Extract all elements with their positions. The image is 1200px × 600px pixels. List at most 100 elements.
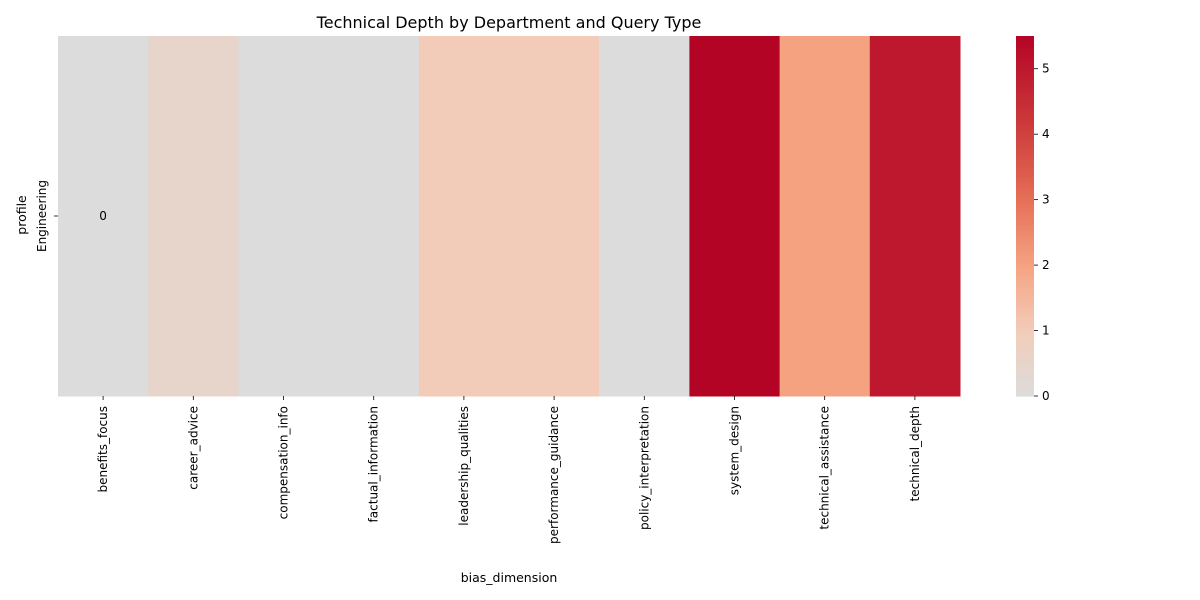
colorbar-segment <box>1016 132 1034 136</box>
colorbar-segment <box>1016 117 1034 121</box>
colorbar-segment <box>1016 336 1034 340</box>
colorbar-segment <box>1016 192 1034 196</box>
colorbar: 0 1 2 3 4 5 <box>1016 36 1050 403</box>
x-tick-label: performance_guidance <box>547 406 561 544</box>
colorbar-segment <box>1016 264 1034 268</box>
colorbar-tick-label: 3 <box>1042 193 1050 207</box>
colorbar-segment <box>1016 363 1034 367</box>
colorbar-segment <box>1016 309 1034 313</box>
colorbar-segment <box>1016 357 1034 361</box>
colorbar-segment <box>1016 90 1034 94</box>
colorbar-segment <box>1016 330 1034 334</box>
colorbar-segment <box>1016 237 1034 241</box>
colorbar-segment <box>1016 225 1034 229</box>
colorbar-segment <box>1016 198 1034 202</box>
colorbar-segment <box>1016 384 1034 388</box>
colorbar-segment <box>1016 234 1034 238</box>
colorbar-segment <box>1016 60 1034 64</box>
colorbar-segment <box>1016 159 1034 163</box>
colorbar-segment <box>1016 81 1034 85</box>
heatmap-cell <box>328 36 420 397</box>
colorbar-segment <box>1016 168 1034 172</box>
colorbar-tick-label: 5 <box>1042 62 1050 76</box>
heatmap-cell <box>509 36 600 397</box>
x-tick-label: factual_information <box>367 406 381 522</box>
colorbar-segment <box>1016 147 1034 151</box>
colorbar-segment <box>1016 51 1034 55</box>
colorbar-segment <box>1016 72 1034 76</box>
colorbar-segment <box>1016 150 1034 154</box>
colorbar-segment <box>1016 249 1034 253</box>
colorbar-segment <box>1016 282 1034 286</box>
colorbar-segment <box>1016 360 1034 364</box>
colorbar-tick-label: 2 <box>1042 258 1050 272</box>
heatmap-annotations: 0 <box>99 209 107 223</box>
x-tick-label: compensation_info <box>277 406 291 519</box>
colorbar-segment <box>1016 39 1034 43</box>
colorbar-segment <box>1016 63 1034 67</box>
colorbar-segment <box>1016 69 1034 73</box>
y-axis-ticks: Engineering <box>35 180 58 252</box>
colorbar-segment <box>1016 231 1034 235</box>
colorbar-segment <box>1016 66 1034 70</box>
colorbar-segment <box>1016 276 1034 280</box>
heatmap-cell <box>58 36 149 397</box>
colorbar-segment <box>1016 378 1034 382</box>
colorbar-segment <box>1016 375 1034 379</box>
colorbar-segment <box>1016 315 1034 319</box>
colorbar-segment <box>1016 228 1034 232</box>
colorbar-segment <box>1016 345 1034 349</box>
heatmap-cell <box>869 36 961 397</box>
colorbar-segment <box>1016 120 1034 124</box>
x-tick-label: technical_depth <box>908 406 922 501</box>
colorbar-segment <box>1016 243 1034 247</box>
colorbar-segment <box>1016 369 1034 373</box>
colorbar-segment <box>1016 246 1034 250</box>
y-axis-label: profile <box>14 195 29 235</box>
colorbar-segment <box>1016 270 1034 274</box>
colorbar-segment <box>1016 261 1034 265</box>
colorbar-segment <box>1016 312 1034 316</box>
cell-annotation: 0 <box>99 209 107 223</box>
colorbar-segment <box>1016 183 1034 187</box>
heatmap-cell <box>689 36 781 397</box>
colorbar-segment <box>1016 126 1034 130</box>
x-tick-label: benefits_focus <box>96 406 110 493</box>
colorbar-segment <box>1016 111 1034 115</box>
colorbar-segment <box>1016 387 1034 391</box>
colorbar-tick-label: 0 <box>1042 389 1050 403</box>
colorbar-segment <box>1016 303 1034 307</box>
colorbar-segment <box>1016 267 1034 271</box>
colorbar-segment <box>1016 393 1034 397</box>
colorbar-segment <box>1016 180 1034 184</box>
colorbar-segment <box>1016 201 1034 205</box>
colorbar-segment <box>1016 99 1034 103</box>
colorbar-segment <box>1016 75 1034 79</box>
colorbar-segment <box>1016 210 1034 214</box>
colorbar-segment <box>1016 294 1034 298</box>
colorbar-segment <box>1016 105 1034 109</box>
colorbar-segment <box>1016 84 1034 88</box>
colorbar-segment <box>1016 213 1034 217</box>
colorbar-segment <box>1016 189 1034 193</box>
colorbar-segment <box>1016 255 1034 259</box>
colorbar-segment <box>1016 123 1034 127</box>
colorbar-tick-label: 4 <box>1042 127 1050 141</box>
colorbar-segment <box>1016 57 1034 61</box>
colorbar-segment <box>1016 297 1034 301</box>
colorbar-segment <box>1016 48 1034 52</box>
x-tick-label: leadership_qualities <box>457 406 471 526</box>
colorbar-segment <box>1016 327 1034 331</box>
colorbar-segment <box>1016 342 1034 346</box>
colorbar-segment <box>1016 390 1034 394</box>
x-tick-label: technical_assistance <box>818 406 832 530</box>
colorbar-segment <box>1016 171 1034 175</box>
colorbar-segment <box>1016 288 1034 292</box>
colorbar-segment <box>1016 102 1034 106</box>
heatmap-cells <box>58 36 961 397</box>
colorbar-segment <box>1016 285 1034 289</box>
colorbar-segment <box>1016 381 1034 385</box>
colorbar-segment <box>1016 165 1034 169</box>
colorbar-segment <box>1016 96 1034 100</box>
